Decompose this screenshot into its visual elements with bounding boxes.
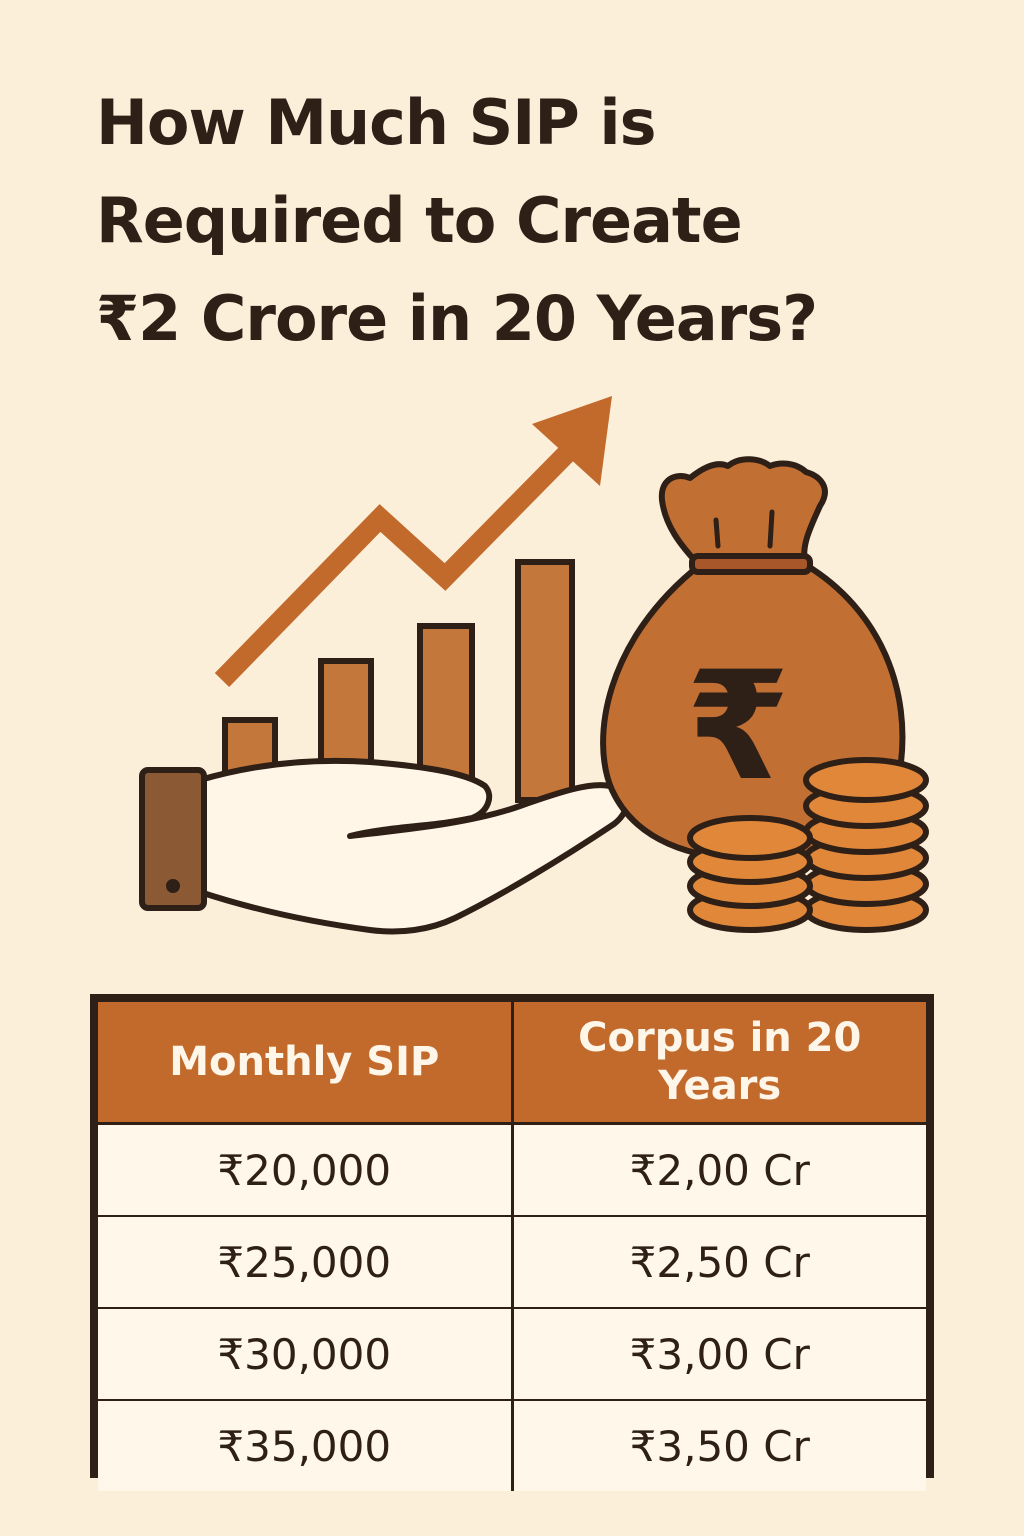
table-row: ₹35,000 ₹3,50 Cr xyxy=(98,1400,926,1491)
table-row: ₹20,000 ₹2,00 Cr xyxy=(98,1123,926,1217)
table-row: ₹25,000 ₹2,50 Cr xyxy=(98,1216,926,1309)
sip-corpus-table: Monthly SIP Corpus in 20 Years ₹20,000 ₹… xyxy=(98,1002,926,1491)
corpus-cell: ₹2,50 Cr xyxy=(512,1216,926,1309)
rupee-icon: ₹ xyxy=(686,640,790,814)
title-line-3: ₹2 Crore in 20 Years? xyxy=(96,282,818,355)
sleeve-cuff-icon xyxy=(139,767,207,911)
monthly-sip-cell: ₹35,000 xyxy=(98,1400,514,1491)
table-row: ₹30,000 ₹3,00 Cr xyxy=(98,1308,926,1401)
header-monthly-sip: Monthly SIP xyxy=(98,1002,514,1125)
coin-stack-icon xyxy=(687,757,929,933)
monthly-sip-cell: ₹25,000 xyxy=(98,1216,514,1309)
open-hand-icon xyxy=(139,757,630,935)
monthly-sip-cell: ₹30,000 xyxy=(98,1308,514,1401)
corpus-cell: ₹3,50 Cr xyxy=(629,1421,810,1471)
title-line-2: Required to Create xyxy=(96,184,743,257)
corpus-cell: ₹2,00 Cr xyxy=(512,1123,926,1217)
title-line-1: How Much SIP is xyxy=(96,86,657,159)
growth-arrow-icon xyxy=(214,396,612,687)
corpus-cell: ₹3,00 Cr xyxy=(512,1308,926,1401)
table-header-row: Monthly SIP Corpus in 20 Years xyxy=(98,1002,926,1125)
sip-table-container: Monthly SIP Corpus in 20 Years ₹20,000 ₹… xyxy=(90,994,934,1491)
sip-growth-illustration: ₹ xyxy=(139,396,929,935)
monthly-sip-cell: ₹20,000 xyxy=(98,1123,514,1217)
header-corpus: Corpus in 20 Years xyxy=(512,1002,926,1125)
page-title: How Much SIP is Required to Create ₹2 Cr… xyxy=(96,74,976,368)
